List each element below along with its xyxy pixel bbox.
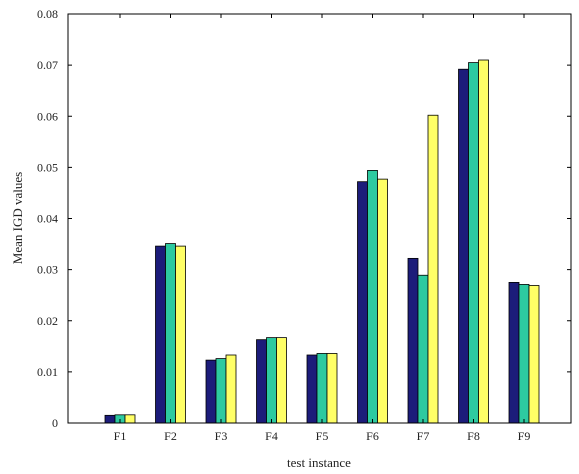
bar-f6-series-3 bbox=[377, 178, 388, 424]
bar-f4-series-1 bbox=[256, 339, 267, 424]
bar-f7-series-3 bbox=[427, 114, 439, 424]
bar-f3-series-3 bbox=[225, 354, 237, 424]
bar-f7-series-2 bbox=[417, 274, 429, 424]
bar-f9-series-3 bbox=[528, 285, 540, 424]
y-tick-label-4: 0.04 bbox=[37, 212, 58, 226]
x-tick-label-f5: F5 bbox=[316, 429, 329, 443]
bar-f2-series-2 bbox=[165, 243, 176, 424]
x-tick-label-f1: F1 bbox=[114, 429, 127, 443]
y-tick-label-1: 0.01 bbox=[37, 365, 58, 379]
x-tick-label-f4: F4 bbox=[265, 429, 278, 443]
bar-f2-series-3 bbox=[175, 245, 186, 424]
y-tick-label-6: 0.06 bbox=[37, 109, 58, 123]
y-axis-title: Mean IGD values bbox=[10, 172, 25, 264]
bar-f3-series-1 bbox=[205, 359, 217, 424]
plot-frame bbox=[67, 13, 572, 424]
bar-f1-series-1 bbox=[104, 414, 116, 424]
bar-f7-series-1 bbox=[407, 257, 419, 424]
x-tick-label-f9: F9 bbox=[518, 429, 531, 443]
x-tick-label-f2: F2 bbox=[164, 429, 177, 443]
y-tick-label-0: 0 bbox=[52, 416, 58, 430]
y-tick-label-5: 0.05 bbox=[37, 160, 58, 174]
x-tick-label-f3: F3 bbox=[215, 429, 228, 443]
bar-f5-series-2 bbox=[316, 353, 328, 424]
bar-f8-series-3 bbox=[478, 59, 489, 424]
bar-f3-series-2 bbox=[215, 358, 227, 424]
y-tick-label-3: 0.03 bbox=[37, 263, 58, 277]
x-tick-label-f7: F7 bbox=[417, 429, 430, 443]
bar-f4-series-2 bbox=[266, 337, 277, 424]
x-tick-label-f8: F8 bbox=[467, 429, 480, 443]
bar-f9-series-1 bbox=[508, 282, 520, 424]
bar-f1-series-3 bbox=[124, 414, 136, 424]
y-tick-label-7: 0.07 bbox=[37, 58, 58, 72]
bar-f4-series-3 bbox=[276, 337, 287, 424]
bar-f9-series-2 bbox=[518, 284, 530, 424]
x-axis-title: test instance bbox=[287, 455, 351, 470]
y-tick-label-8: 0.08 bbox=[37, 7, 58, 21]
bar-f2-series-1 bbox=[155, 245, 166, 424]
bar-f6-series-2 bbox=[367, 170, 378, 424]
bar-f5-series-1 bbox=[306, 354, 318, 424]
bar-f5-series-3 bbox=[326, 353, 338, 424]
bars-layer bbox=[104, 59, 540, 424]
y-tick-label-2: 0.02 bbox=[37, 314, 58, 328]
bar-f6-series-1 bbox=[357, 181, 368, 424]
bar-f8-series-1 bbox=[458, 68, 469, 424]
ticks-layer: F1 F2 F3 F4 F5 F6 F7 F8 F9 0 0.01 0.02 0.03 0.04 0.05 0… bbox=[37, 7, 571, 443]
x-tick-label-f6: F6 bbox=[366, 429, 379, 443]
bar-f8-series-2 bbox=[468, 62, 479, 424]
